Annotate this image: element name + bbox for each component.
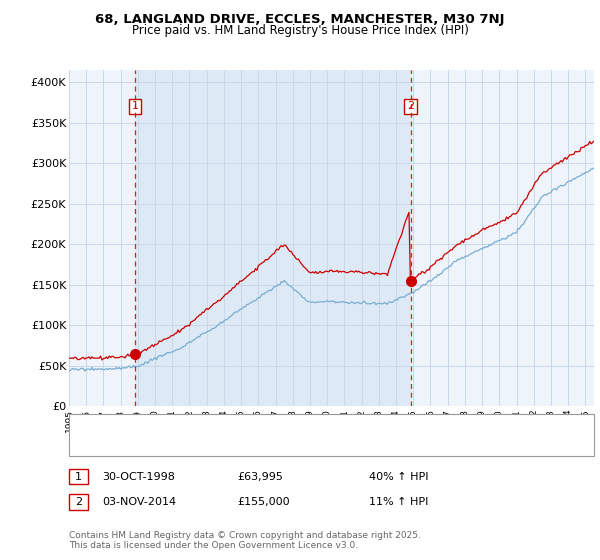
Text: Price paid vs. HM Land Registry's House Price Index (HPI): Price paid vs. HM Land Registry's House … [131,24,469,38]
Text: 1: 1 [131,101,139,111]
Text: 1: 1 [75,472,82,482]
Text: £63,995: £63,995 [237,472,283,482]
Text: 40% ↑ HPI: 40% ↑ HPI [369,472,428,482]
Text: HPI: Average price, semi-detached house, Salford: HPI: Average price, semi-detached house,… [106,440,365,450]
Text: 68, LANGLAND DRIVE, ECCLES, MANCHESTER, M30 7NJ: 68, LANGLAND DRIVE, ECCLES, MANCHESTER, … [95,13,505,26]
Text: 11% ↑ HPI: 11% ↑ HPI [369,497,428,507]
Text: 03-NOV-2014: 03-NOV-2014 [102,497,176,507]
Text: Contains HM Land Registry data © Crown copyright and database right 2025.
This d: Contains HM Land Registry data © Crown c… [69,530,421,550]
Text: 30-OCT-1998: 30-OCT-1998 [102,472,175,482]
Text: 2: 2 [75,497,82,507]
Text: 68, LANGLAND DRIVE, ECCLES, MANCHESTER, M30 7NJ (semi-detached house): 68, LANGLAND DRIVE, ECCLES, MANCHESTER, … [106,422,517,432]
Text: £155,000: £155,000 [237,497,290,507]
Text: 2: 2 [407,101,414,111]
Bar [135,70,410,406]
